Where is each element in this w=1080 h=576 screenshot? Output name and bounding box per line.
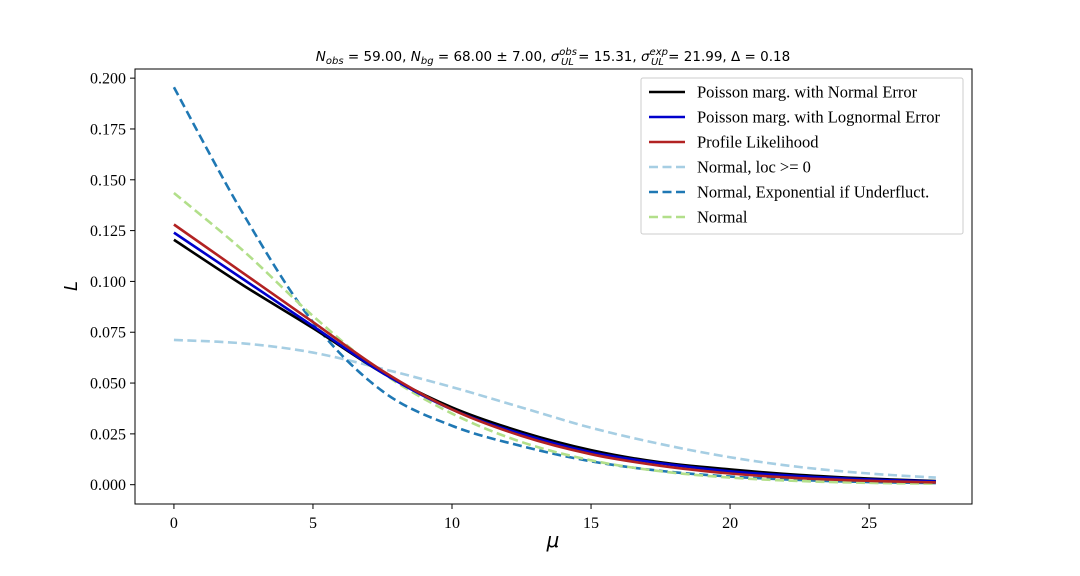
x-tick-label: 5 [309,515,317,532]
y-tick-label: 0.200 [90,71,126,88]
series-line-normal [173,192,936,485]
title-delta: 0.18 [760,49,790,65]
y-axis-label: L [61,281,82,291]
y-tick-label: 0.025 [90,426,126,443]
y-tick-label: 0.100 [90,274,126,291]
x-axis-ticks: 0 5 10 15 20 25 [170,504,877,532]
legend-label-normal-exponential-if-underfluct: Normal, Exponential if Underfluct. [697,183,929,202]
legend-label-profile-likelihood: Profile Likelihood [697,133,819,152]
legend-label-poisson-marg-with-normal-error: Poisson marg. with Normal Error [697,83,918,102]
y-tick-label: 0.050 [90,376,126,393]
legend-label-poisson-marg-with-lognormal-error: Poisson marg. with Lognormal Error [697,108,941,127]
y-tick-label: 0.150 [90,172,126,189]
y-tick-label: 0.175 [90,121,126,138]
plot-area [134,68,973,505]
chart-title: Nobs = 59.00, Nbg = 68.00 ± 7.00, σobs UL… [316,47,790,68]
x-axis-label: μ [546,528,560,552]
x-tick-label: 20 [722,515,738,532]
legend-label-normal-loc-0: Normal, loc >= 0 [697,158,811,177]
axes-frame [134,68,973,505]
x-tick-label: 25 [861,515,877,532]
legend: Poisson marg. with Normal Error Poisson m… [640,77,964,235]
legend-box [640,77,964,235]
legend-label-normal: Normal [697,208,748,227]
y-tick-label: 0.125 [90,223,126,240]
x-tick-label: 15 [583,515,599,532]
curves [172,86,936,485]
series-line-profile-likelihood [173,223,936,484]
x-tick-label: 10 [444,515,460,532]
title-n-bg: 68.00 [453,49,492,65]
title-n-bg-err: 7.00 [512,49,542,65]
y-tick-label: 0.000 [90,477,126,494]
series-line-poisson-marg-with-lognormal-error [173,231,936,483]
title-n-obs: 59.00 [364,49,403,65]
x-tick-label: 0 [170,515,178,532]
title-sigma-obs: 15.31 [594,49,633,65]
y-axis-ticks: 0.000 0.025 0.050 0.075 0.100 0.125 0.150 0.175… [90,71,135,494]
series-line-normal-loc-0 [173,338,936,479]
y-tick-label: 0.075 [90,325,126,342]
title-sigma-exp: 21.99 [684,49,723,65]
series-line-normal-exponential-if-underfluct [172,86,936,485]
